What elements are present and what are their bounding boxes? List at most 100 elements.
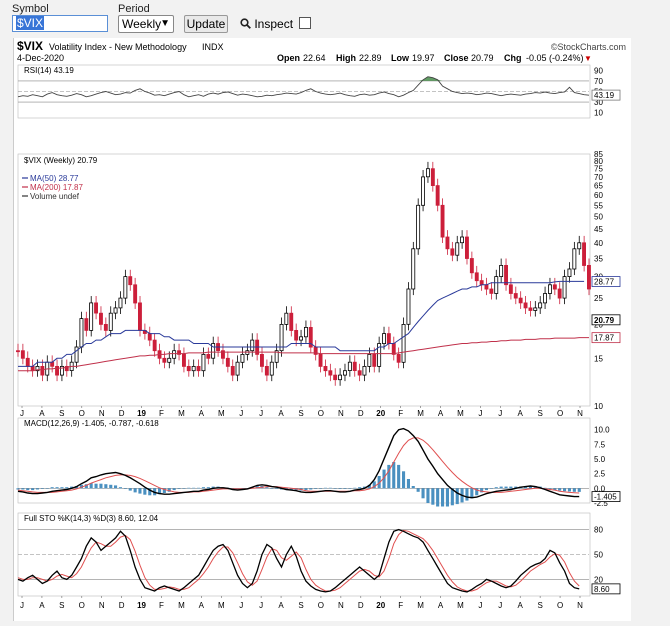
price-candle bbox=[323, 365, 328, 372]
x-axis-label: S bbox=[59, 601, 64, 610]
symbol-input[interactable]: $VIX bbox=[12, 15, 108, 32]
price-candle bbox=[421, 176, 425, 206]
x-axis-label: S bbox=[59, 409, 64, 418]
price-tick-label: 55 bbox=[594, 201, 603, 210]
rsi-tick-label: 70 bbox=[594, 77, 603, 86]
sto-tick-label: 50 bbox=[594, 551, 603, 560]
sto-d-line bbox=[17, 529, 580, 592]
macd-histogram-bar bbox=[314, 488, 318, 489]
macd-histogram-bar bbox=[421, 488, 425, 499]
macd-histogram-bar bbox=[60, 487, 64, 489]
macd-histogram-bar bbox=[201, 487, 205, 489]
period-select-value: Weekly bbox=[122, 17, 162, 31]
x-axis-label: J bbox=[498, 409, 502, 418]
price-candle bbox=[55, 365, 59, 376]
macd-histogram-bar bbox=[489, 488, 493, 489]
price-candle bbox=[523, 302, 528, 309]
macd-histogram-bar bbox=[455, 488, 459, 505]
macd-histogram-bar bbox=[26, 488, 30, 491]
ma50-line bbox=[18, 280, 585, 367]
x-axis-label: F bbox=[398, 601, 403, 610]
price-candle bbox=[235, 361, 240, 376]
price-candle bbox=[342, 370, 347, 376]
macd-histogram-bar bbox=[99, 483, 103, 489]
ma50-current-value-box bbox=[591, 276, 621, 287]
x-axis-label: J bbox=[259, 601, 263, 610]
macd-histogram-bar bbox=[563, 488, 567, 492]
inspect-toggle[interactable]: Inspect bbox=[240, 17, 312, 31]
macd-histogram-bar bbox=[148, 488, 152, 496]
macd-histogram-bar bbox=[397, 464, 401, 489]
macd-histogram-bar bbox=[382, 469, 386, 489]
macd-histogram-bar bbox=[543, 487, 547, 489]
price-candle bbox=[162, 357, 167, 363]
macd-histogram-bar bbox=[353, 487, 357, 489]
x-axis-label: O bbox=[79, 409, 85, 418]
price-candle bbox=[499, 264, 504, 277]
macd-histogram-bar bbox=[372, 481, 376, 489]
x-axis-label: M bbox=[218, 409, 225, 418]
rsi-current-value: 43.19 bbox=[594, 91, 615, 100]
price-tick-label: 80 bbox=[594, 157, 603, 166]
price-candle bbox=[64, 365, 69, 372]
macd-histogram-bar bbox=[450, 488, 454, 506]
price-tick-label: 35 bbox=[594, 254, 603, 263]
price-candle bbox=[40, 365, 45, 376]
macd-histogram-bar bbox=[177, 488, 181, 489]
price-candle bbox=[372, 353, 377, 367]
panel-frame-3 bbox=[17, 417, 591, 504]
macd-title: MACD(12,26,9) -1.405, -0.787, -0.618 bbox=[24, 419, 159, 428]
macd-histogram-bar bbox=[484, 488, 488, 491]
price-candle bbox=[440, 204, 445, 238]
price-candle bbox=[240, 353, 245, 363]
update-button[interactable]: Update bbox=[184, 15, 228, 33]
macd-histogram-bar bbox=[128, 488, 132, 491]
ma50-current-value: 28.77 bbox=[594, 278, 615, 287]
chg-down-icon: ▼ bbox=[584, 54, 592, 63]
macd-histogram-bar bbox=[265, 487, 269, 489]
x-axis-label: D bbox=[358, 601, 364, 610]
x-axis-label: M bbox=[178, 601, 185, 610]
price-candle bbox=[279, 323, 284, 352]
price-candle bbox=[357, 370, 362, 376]
legend-entry: MA(50) 28.77 bbox=[30, 174, 79, 183]
price-candle bbox=[508, 284, 513, 294]
symbol-label: Symbol bbox=[12, 3, 49, 15]
period-select[interactable]: Weekly ▼ bbox=[118, 15, 174, 33]
macd-histogram-bar bbox=[323, 487, 327, 489]
price-candle bbox=[362, 365, 367, 376]
x-axis-label: A bbox=[199, 409, 205, 418]
price-candle bbox=[294, 329, 299, 341]
price-candle bbox=[220, 350, 225, 359]
macd-histogram-bar bbox=[406, 479, 410, 489]
price-candle bbox=[396, 353, 401, 363]
macd-histogram-bar bbox=[79, 484, 83, 489]
price-candle bbox=[401, 323, 406, 363]
price-candle bbox=[445, 236, 450, 250]
inspect-checkbox[interactable] bbox=[299, 17, 312, 29]
price-candle bbox=[435, 185, 440, 206]
price-tick-label: 10 bbox=[594, 402, 603, 411]
macd-histogram-bar bbox=[548, 488, 552, 489]
macd-histogram-bar bbox=[465, 488, 469, 501]
price-candle bbox=[333, 374, 338, 381]
price-candle bbox=[484, 284, 489, 290]
rsi-line bbox=[17, 76, 590, 98]
price-current-value: 20.79 bbox=[594, 316, 615, 325]
macd-tick-label: -2.5 bbox=[594, 499, 608, 508]
macd-histogram-bar bbox=[65, 487, 69, 489]
macd-histogram-bar bbox=[358, 487, 362, 489]
x-axis-label: M bbox=[417, 409, 424, 418]
brand-watermark: ©StockCharts.com bbox=[551, 42, 626, 52]
macd-histogram-bar bbox=[377, 476, 381, 489]
x-axis-label: F bbox=[159, 409, 164, 418]
macd-histogram-bar bbox=[211, 486, 215, 489]
price-candle bbox=[548, 284, 552, 294]
x-axis-label: A bbox=[438, 601, 444, 610]
x-axis-label: J bbox=[478, 601, 482, 610]
x-axis-label: D bbox=[119, 601, 125, 610]
x-axis-label: O bbox=[557, 409, 563, 418]
rsi-tick-label: 90 bbox=[594, 66, 603, 75]
high-label: High bbox=[336, 53, 356, 63]
price-candle bbox=[489, 288, 494, 294]
